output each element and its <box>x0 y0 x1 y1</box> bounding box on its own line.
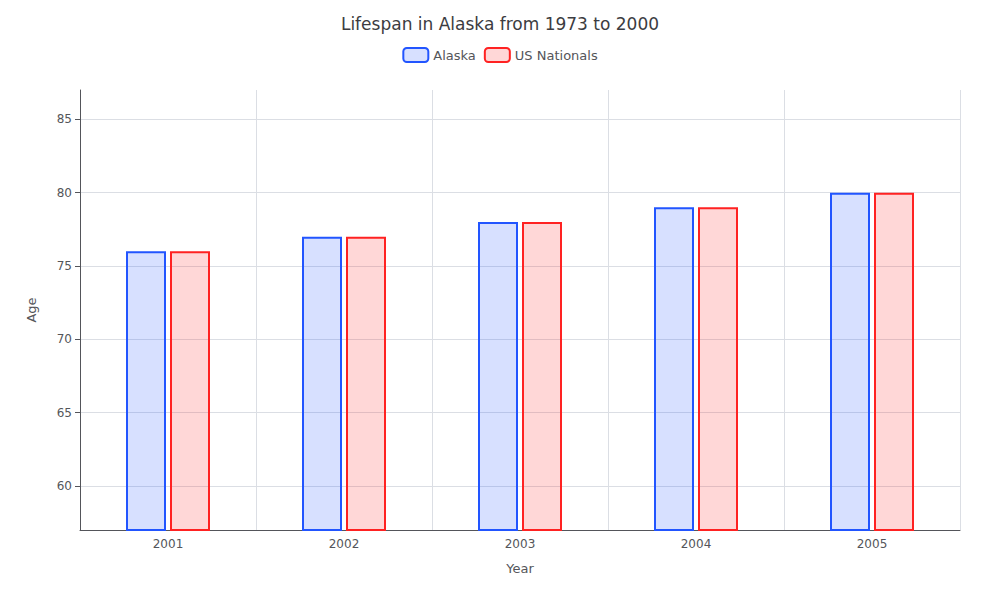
svg-text:Lifespan in Alaska from 1973 t: Lifespan in Alaska from 1973 to 2000 <box>341 14 659 34</box>
svg-text:Age: Age <box>24 297 39 322</box>
svg-text:65: 65 <box>57 406 72 420</box>
svg-text:60: 60 <box>57 479 72 493</box>
svg-text:80: 80 <box>57 186 72 200</box>
svg-text:2002: 2002 <box>329 537 360 551</box>
svg-text:85: 85 <box>57 112 72 126</box>
svg-text:Alaska: Alaska <box>433 48 476 63</box>
svg-text:70: 70 <box>57 332 72 346</box>
svg-text:75: 75 <box>57 259 72 273</box>
svg-text:2001: 2001 <box>153 537 184 551</box>
svg-text:2005: 2005 <box>857 537 888 551</box>
svg-text:2004: 2004 <box>681 537 712 551</box>
svg-text:2003: 2003 <box>505 537 536 551</box>
svg-text:US Nationals: US Nationals <box>515 48 598 63</box>
svg-text:Year: Year <box>505 561 534 576</box>
